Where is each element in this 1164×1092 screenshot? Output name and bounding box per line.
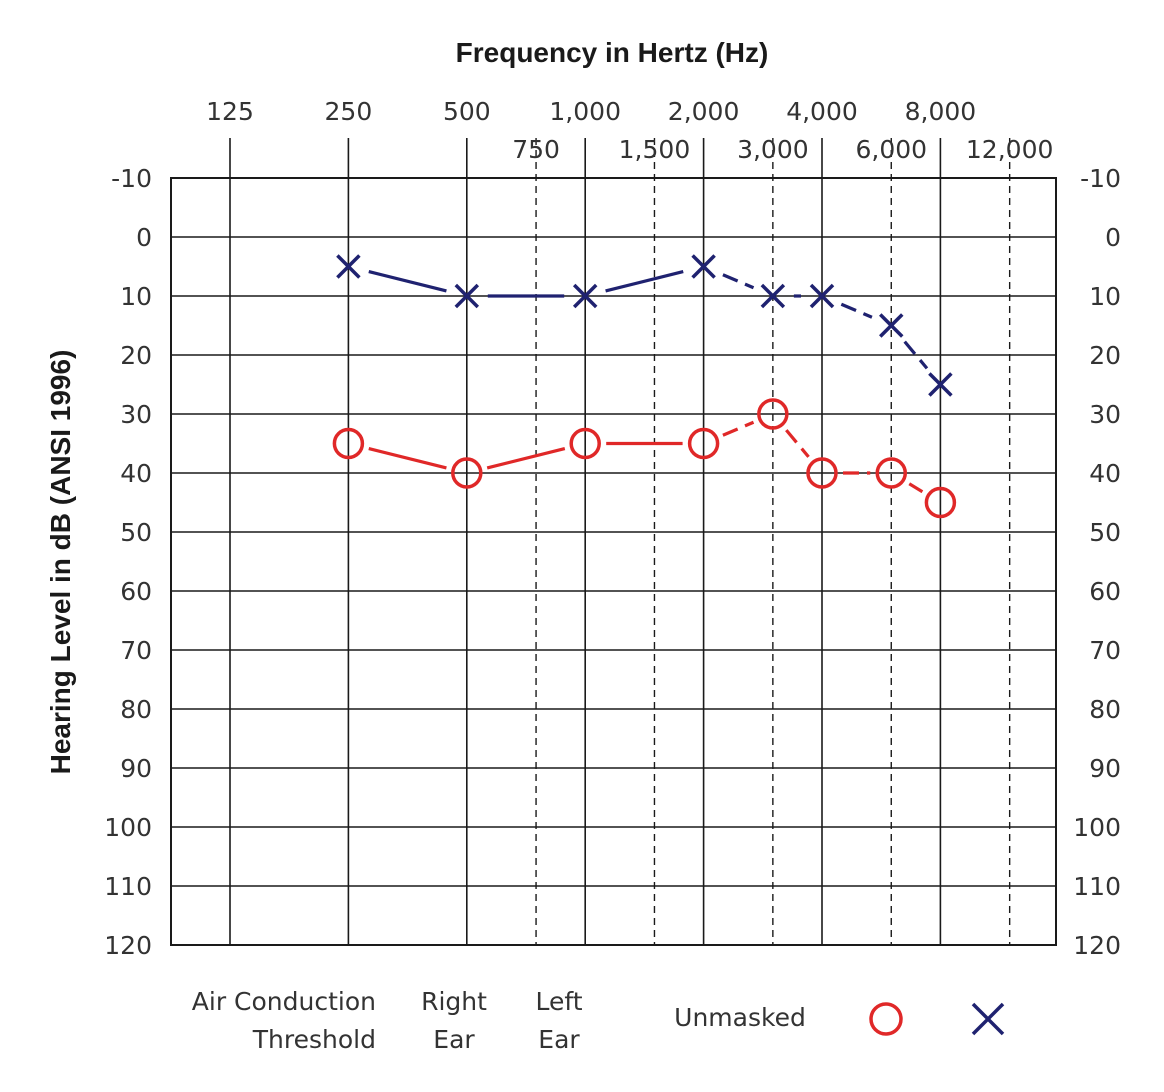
data-point-x — [879, 313, 904, 338]
legend-right-ear-line1: Right — [421, 987, 487, 1016]
legend-left-ear-line1: Left — [535, 987, 582, 1016]
y-tick-label-right: 30 — [1089, 400, 1121, 429]
y-tick-label-left: 70 — [120, 636, 152, 665]
data-point-circle — [569, 427, 601, 460]
y-tick-label-right: 20 — [1089, 341, 1121, 370]
y-tick-label-right: 90 — [1089, 754, 1121, 783]
x-stroke — [879, 313, 904, 338]
tick-labels: -10 -10 0 0 10 10 20 20 30 30 40 40 50 50 60 60 70 70 80 80… — [104, 97, 1121, 960]
y-tick-label-left: 110 — [104, 872, 152, 901]
data-point-circle — [332, 427, 365, 460]
series-layer — [332, 254, 957, 519]
y-tick-label-right: 60 — [1089, 577, 1121, 606]
data-point-x — [809, 283, 835, 309]
y-tick-label-left: 50 — [120, 518, 152, 547]
y-tick-label-right: 40 — [1089, 459, 1121, 488]
y-tick-label-left: 0 — [136, 223, 152, 252]
series-segment — [486, 447, 566, 470]
y-tick-label-left: 20 — [120, 341, 152, 370]
data-point-x — [572, 283, 598, 309]
series-segment — [722, 273, 755, 290]
y-tick-label-right: -10 — [1080, 164, 1121, 193]
y-tick-label-left: 60 — [120, 577, 152, 606]
y-tick-label-right: 100 — [1073, 813, 1121, 842]
legend-circle-marker — [869, 1002, 903, 1036]
series-segment — [840, 302, 873, 319]
x-stroke — [760, 283, 786, 309]
x-tick-label-major: 2,000 — [668, 97, 740, 126]
series-segment — [903, 340, 929, 370]
legend-row-label-line2: Threshold — [252, 1025, 376, 1054]
y-tick-label-left: -10 — [111, 164, 152, 193]
data-point-circle — [451, 457, 483, 489]
x-stroke — [336, 254, 361, 279]
x-tick-label-minor: 1,500 — [619, 135, 691, 164]
y-tick-label-left: 100 — [104, 813, 152, 842]
x-stroke — [691, 254, 716, 279]
x-tick-label-minor: 6,000 — [855, 135, 927, 164]
legend-x-marker — [971, 1002, 1005, 1036]
series-segment — [368, 270, 447, 293]
y-tick-label-right: 80 — [1089, 695, 1121, 724]
series-x — [336, 254, 953, 397]
data-point-x — [928, 372, 953, 397]
data-point-circle — [687, 427, 720, 460]
data-point-x — [454, 283, 480, 309]
x-stroke — [809, 283, 835, 309]
y-tick-label-left: 80 — [120, 695, 152, 724]
x-stroke — [928, 372, 953, 397]
data-point-circle — [875, 457, 908, 489]
series-circle — [332, 398, 957, 519]
x-tick-label-major: 8,000 — [905, 97, 977, 126]
y-tick-label-right: 0 — [1105, 223, 1121, 252]
x-tick-label-major: 250 — [325, 97, 373, 126]
x-tick-label-major: 500 — [443, 97, 491, 126]
series-segment — [605, 270, 684, 293]
y-tick-label-right: 50 — [1089, 518, 1121, 547]
series-segment — [785, 429, 810, 458]
data-point-circle — [757, 398, 789, 430]
x-stroke — [572, 283, 598, 309]
legend-right-ear-line2: Ear — [433, 1025, 475, 1054]
x-stroke — [454, 283, 480, 309]
y-axis-label: Hearing Level in dB (ANSI 1996) — [45, 350, 76, 775]
legend: Air Conduction Threshold Right Ear Left … — [192, 987, 1005, 1054]
series-segment — [368, 447, 447, 470]
y-tick-label-left: 30 — [120, 400, 152, 429]
legend-unmasked-label: Unmasked — [674, 1003, 806, 1032]
x-tick-label-major: 4,000 — [786, 97, 858, 126]
y-tick-label-left: 90 — [120, 754, 152, 783]
series-segment — [722, 420, 755, 437]
x-tick-label-minor: 750 — [512, 135, 560, 164]
data-point-circle — [806, 457, 838, 489]
data-point-x — [691, 254, 716, 279]
legend-left-ear-line2: Ear — [538, 1025, 580, 1054]
series-segment — [908, 482, 924, 494]
y-tick-label-right: 10 — [1089, 282, 1121, 311]
grid — [171, 138, 1056, 946]
x-tick-label-major: 1,000 — [549, 97, 621, 126]
chart-title: Frequency in Hertz (Hz) — [456, 37, 769, 68]
data-point-x — [760, 283, 786, 309]
x-tick-label-major: 125 — [206, 97, 254, 126]
data-point-x — [336, 254, 361, 279]
data-point-circle — [924, 486, 957, 519]
x-tick-label-minor: 3,000 — [737, 135, 809, 164]
y-tick-label-right: 120 — [1073, 931, 1121, 960]
y-tick-label-left: 10 — [120, 282, 152, 311]
y-tick-label-right: 110 — [1073, 872, 1121, 901]
x-tick-label-minor: 12,000 — [966, 135, 1053, 164]
plot-frame — [170, 177, 1057, 946]
y-tick-label-left: 120 — [104, 931, 152, 960]
y-tick-label-right: 70 — [1089, 636, 1121, 665]
legend-row-label-line1: Air Conduction — [192, 987, 376, 1016]
y-tick-label-left: 40 — [120, 459, 152, 488]
